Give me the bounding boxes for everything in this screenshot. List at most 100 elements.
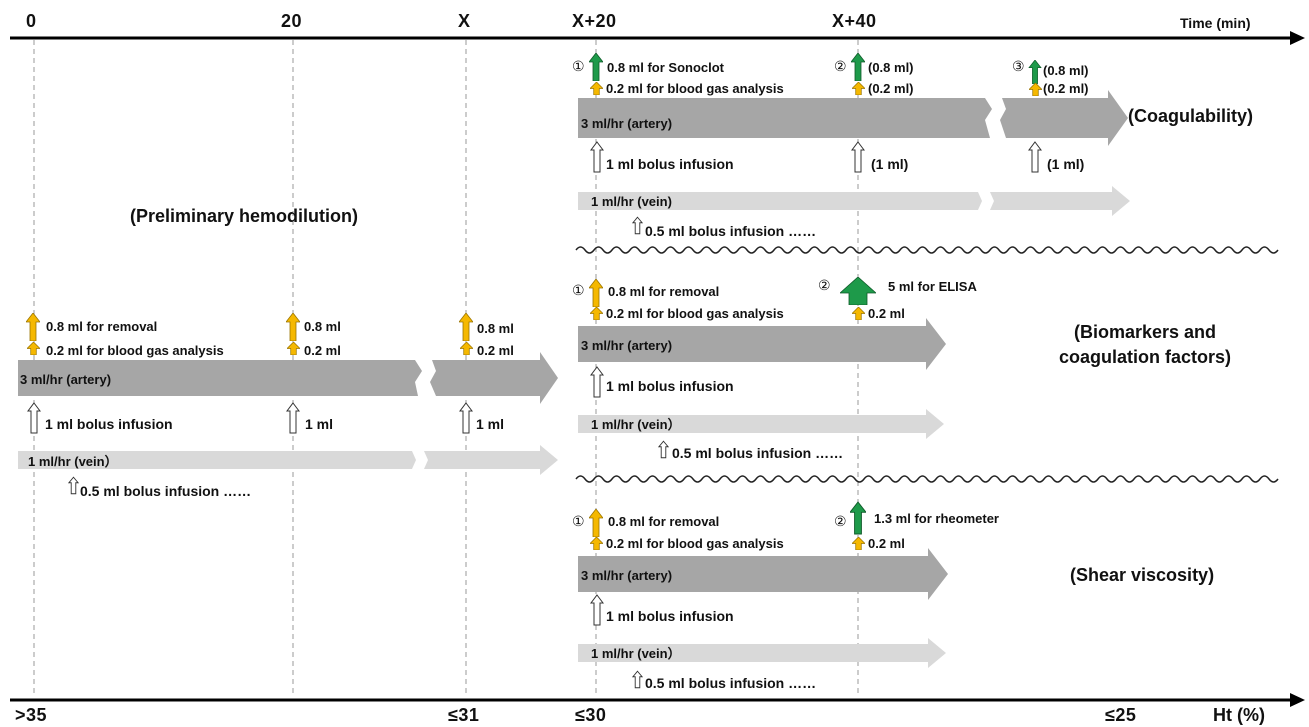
- sonoclot-arrow-icon: [851, 53, 865, 81]
- shear-artery-label: 3 ml/hr (artery): [581, 568, 673, 583]
- sonoclot-arrow-icon: [589, 53, 603, 81]
- ht-axis-unit: Ht (%): [1213, 705, 1265, 725]
- ht-tick-35: >35: [15, 705, 48, 725]
- preliminary-vein-label: 1 ml/hr (vein）: [28, 454, 118, 469]
- preliminary-gas-20-label: 0.2 ml: [304, 343, 341, 358]
- coag-gas-3-label: (0.2 ml): [1043, 81, 1089, 96]
- shear-gas-label: 0.2 ml for blood gas analysis: [606, 536, 784, 551]
- bio-gas-2-label: 0.2 ml: [868, 306, 905, 321]
- preliminary-gas-label: 0.2 ml for blood gas analysis: [46, 343, 224, 358]
- shear-title: (Shear viscosity): [1070, 565, 1215, 585]
- removal-arrow-icon: [286, 313, 300, 341]
- bio-vein-label: 1 ml/hr (vein）: [591, 417, 681, 432]
- gas-arrow-icon: [460, 342, 473, 355]
- sonoclot-arrow-icon: [1028, 60, 1042, 84]
- elisa-label: 5 ml for ELISA: [888, 279, 977, 294]
- bio-vein-bolus-label: 0.5 ml bolus infusion ……: [672, 445, 844, 461]
- time-tick-20: 20: [281, 11, 303, 31]
- bio-removal-label: 0.8 ml for removal: [608, 284, 720, 299]
- ht-tick-31: ≤31: [448, 705, 480, 725]
- shear-gas-2-label: 0.2 ml: [868, 536, 905, 551]
- preliminary-vein-bar: [18, 445, 558, 475]
- vein-bolus-arrow-icon: [632, 670, 643, 689]
- bolus-arrow-icon: [27, 402, 41, 434]
- preliminary-removal-x-label: 0.8 ml: [477, 321, 514, 336]
- biomarkers-artery-bar: [578, 318, 946, 370]
- step-2-marker: ②: [834, 513, 847, 529]
- bio-gas-label: 0.2 ml for blood gas analysis: [606, 306, 784, 321]
- time-axis: [10, 31, 1305, 45]
- removal-arrow-icon: [459, 313, 473, 341]
- time-tick-0: 0: [26, 11, 37, 31]
- gas-arrow-icon: [590, 82, 603, 95]
- step-2-marker: ②: [834, 58, 847, 74]
- bio-artery-label: 3 ml/hr (artery): [581, 338, 673, 353]
- coag-vein-bolus-label: 0.5 ml bolus infusion ……: [645, 223, 817, 239]
- gas-arrow-icon: [1029, 83, 1042, 96]
- bio-bolus-label: 1 ml bolus infusion: [606, 378, 734, 394]
- shear-vein-label: 1 ml/hr (vein）: [591, 646, 681, 661]
- rheometer-arrow-icon: [850, 501, 866, 535]
- biomarkers-title-line1: (Biomarkers and: [1073, 322, 1217, 342]
- coag-gas-label: 0.2 ml for blood gas analysis: [606, 81, 784, 96]
- bolus-arrow-icon: [590, 366, 604, 398]
- biomarkers-vein-bar: [578, 409, 944, 439]
- preliminary-bolus-label: 1 ml bolus infusion: [45, 416, 173, 432]
- coag-bolus-3-label: (1 ml): [1047, 156, 1085, 172]
- biomarkers-title-line2: coagulation factors): [1058, 347, 1232, 368]
- preliminary-removal-label: 0.8 ml for removal: [46, 319, 158, 334]
- preliminary-bolus-20-label: 1 ml: [305, 416, 334, 432]
- time-tick-x: X: [458, 11, 471, 31]
- coagulability-title: (Coagulability): [1128, 106, 1253, 126]
- preliminary-vein-bolus-label: 0.5 ml bolus infusion ……: [80, 483, 252, 499]
- vein-bolus-arrow-icon: [632, 216, 643, 235]
- bolus-arrow-icon: [459, 402, 473, 434]
- bolus-arrow-icon: [1028, 141, 1042, 173]
- bolus-arrow-icon: [590, 141, 604, 173]
- gas-arrow-icon: [590, 537, 603, 550]
- gas-arrow-icon: [852, 307, 865, 320]
- step-2-marker: ②: [818, 277, 831, 293]
- coag-gas-2-label: (0.2 ml): [868, 81, 914, 96]
- preliminary-artery-bar: [18, 352, 558, 404]
- time-axis-unit: Time (min): [1180, 15, 1251, 31]
- removal-arrow-icon: [26, 313, 40, 341]
- coag-bolus-label: 1 ml bolus infusion: [606, 156, 734, 172]
- sonoclot-label: 0.8 ml for Sonoclot: [607, 60, 725, 75]
- coagulability-artery-bar: [578, 90, 1128, 146]
- shear-removal-label: 0.8 ml for removal: [608, 514, 720, 529]
- gas-arrow-icon: [590, 307, 603, 320]
- preliminary-gas-x-label: 0.2 ml: [477, 343, 514, 358]
- ht-tick-30: ≤30: [575, 705, 607, 725]
- sonoclot-2-label: (0.8 ml): [868, 60, 914, 75]
- coagulability-vein-bar: [578, 186, 1130, 216]
- section-separators: [575, 246, 1279, 483]
- ht-axis: [10, 693, 1305, 707]
- preliminary-artery-label: 3 ml/hr (artery): [20, 372, 112, 387]
- shear-vein-bolus-label: 0.5 ml bolus infusion ……: [645, 675, 817, 691]
- gas-arrow-icon: [852, 537, 865, 550]
- ht-tick-25: ≤25: [1105, 705, 1137, 725]
- step-1-marker: ①: [572, 58, 585, 74]
- vein-bolus-arrow-icon: [68, 476, 79, 495]
- preliminary-removal-20-label: 0.8 ml: [304, 319, 341, 334]
- bolus-arrow-icon: [286, 402, 300, 434]
- preliminary-title: (Preliminary hemodilution): [130, 206, 359, 226]
- coag-bolus-2-label: (1 ml): [871, 156, 909, 172]
- gas-arrow-icon: [852, 82, 865, 95]
- time-tick-x20: X+20: [572, 11, 617, 31]
- sonoclot-3-label: (0.8 ml): [1043, 63, 1089, 78]
- shear-vein-bar: [578, 638, 946, 668]
- coag-vein-label: 1 ml/hr (vein): [591, 194, 672, 209]
- step-1-marker: ①: [572, 513, 585, 529]
- time-tick-x40: X+40: [832, 11, 877, 31]
- step-1-marker: ①: [572, 282, 585, 298]
- removal-arrow-icon: [589, 509, 603, 537]
- rheometer-label: 1.3 ml for rheometer: [874, 511, 999, 526]
- elisa-arrow-icon: [840, 277, 876, 305]
- preliminary-bolus-x-label: 1 ml: [476, 416, 505, 432]
- shear-artery-bar: [578, 548, 948, 600]
- gas-arrow-icon: [287, 342, 300, 355]
- coag-artery-label: 3 ml/hr (artery): [581, 116, 673, 131]
